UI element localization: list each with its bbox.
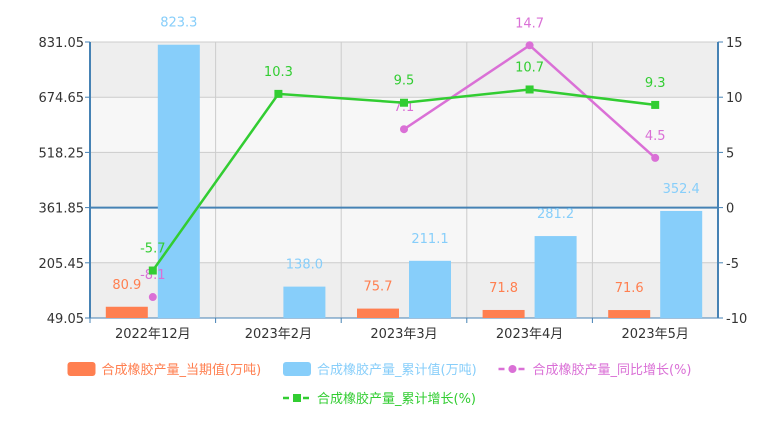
right-axis-tick-label: 15 [726, 36, 743, 51]
line-data-label: 10.7 [515, 60, 544, 75]
bar-data-label: 71.8 [489, 281, 518, 296]
bar [105, 306, 148, 318]
bar [608, 310, 651, 318]
legend-swatch [67, 362, 96, 376]
bar [482, 309, 525, 318]
bar-data-label: 211.1 [411, 232, 448, 247]
line-data-label: 9.5 [394, 74, 415, 89]
line-point [400, 98, 408, 107]
right-axis-tick-label: -10 [726, 312, 747, 327]
legend-label: 合成橡胶产量_同比增长(%) [533, 362, 692, 378]
line-point [525, 41, 534, 50]
right-axis-tick-label: -5 [726, 257, 739, 272]
right-axis-tick-label: 10 [726, 91, 743, 106]
bar-data-label: 138.0 [286, 258, 323, 273]
legend-swatch [283, 362, 311, 376]
left-axis-tick-label: 205.45 [39, 257, 85, 272]
line-data-label: 9.3 [645, 76, 666, 91]
line-point [651, 153, 660, 162]
line-point [148, 266, 157, 275]
left-axis-tick-label: 49.05 [47, 312, 84, 327]
bar-data-label: 71.6 [615, 281, 644, 296]
bar [283, 286, 326, 318]
legend-label: 合成橡胶产量_累计值(万吨) [317, 362, 477, 378]
line-data-label: -5.7 [140, 242, 165, 257]
legend-label: 合成橡胶产量_当期值(万吨) [102, 362, 262, 378]
right-axis-tick-label: 5 [726, 146, 734, 161]
bar-data-label: 80.9 [112, 278, 141, 293]
bar-data-label: 823.3 [160, 16, 197, 31]
x-axis-tick-label: 2023年2月 [245, 327, 312, 342]
legend-swatch-marker [508, 365, 517, 373]
line-data-label: -8.1 [140, 268, 165, 283]
bar-data-label: 352.4 [663, 182, 700, 197]
line-point [274, 89, 283, 98]
left-axis-tick-label: 674.65 [39, 91, 85, 106]
right-axis-tick-label: 0 [726, 202, 734, 217]
x-axis-tick-label: 2023年3月 [370, 327, 437, 342]
left-axis-tick-label: 518.25 [39, 146, 85, 161]
bar [534, 236, 577, 318]
left-axis-tick-label: 361.85 [39, 202, 85, 217]
x-axis-tick-label: 2023年5月 [622, 327, 689, 342]
legend-swatch-marker [293, 394, 301, 402]
left-axis-tick-label: 831.05 [39, 36, 85, 51]
bar [660, 210, 703, 318]
line-data-label: 7.1 [394, 100, 415, 115]
line-data-label: 4.5 [645, 129, 666, 144]
bar [409, 260, 451, 318]
bar [157, 44, 200, 319]
line-data-label: 14.7 [515, 16, 544, 31]
line-point [525, 85, 534, 94]
line-point [651, 100, 660, 109]
x-axis-tick-label: 2022年12月 [115, 327, 191, 342]
legend-label: 合成橡胶产量_累计增长(%) [317, 391, 476, 407]
line-data-label: 10.3 [264, 65, 293, 80]
line-point [400, 125, 408, 134]
bar [357, 308, 399, 318]
bar-data-label: 75.7 [364, 280, 393, 295]
bar-data-label: 281.2 [537, 207, 574, 222]
line-point [148, 293, 157, 302]
x-axis-tick-label: 2023年4月 [496, 327, 563, 342]
